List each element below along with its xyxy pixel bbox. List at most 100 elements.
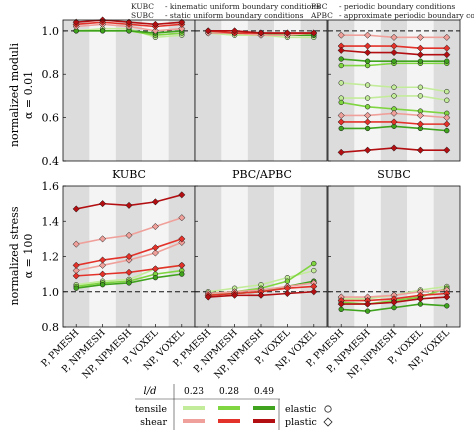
legend-top-desc-2: - static uniform boundary conditions bbox=[165, 11, 304, 20]
legend-ld-header: l/d bbox=[144, 386, 157, 397]
category-band bbox=[63, 20, 90, 161]
category-band bbox=[221, 20, 248, 161]
legend-top-abbr-1: KUBC bbox=[131, 2, 154, 11]
data-point-plastic bbox=[178, 191, 186, 199]
diamond-icon bbox=[323, 417, 333, 427]
data-point-plastic bbox=[416, 120, 424, 128]
data-point-elastic bbox=[391, 58, 397, 64]
data-point-plastic bbox=[99, 261, 107, 269]
data-point-plastic bbox=[72, 205, 80, 213]
top-ylabel-alpha: α = 0.01 bbox=[22, 71, 35, 119]
data-point-plastic bbox=[337, 300, 345, 308]
category-band bbox=[247, 20, 275, 161]
data-point-plastic bbox=[283, 29, 291, 37]
category-band bbox=[274, 186, 301, 327]
data-point-elastic bbox=[391, 304, 397, 311]
legend-swatch-tensile-2 bbox=[218, 406, 240, 410]
data-point-plastic bbox=[151, 265, 159, 273]
data-point-elastic bbox=[364, 82, 371, 88]
legend-top-abbr-4: APBC bbox=[310, 11, 333, 20]
legend-swatch-tensile-1 bbox=[183, 406, 205, 410]
data-point-plastic bbox=[151, 222, 159, 231]
y-tick-label: 0.8 bbox=[42, 68, 60, 81]
data-point-plastic bbox=[72, 18, 80, 26]
data-point-elastic bbox=[417, 93, 424, 99]
data-point-plastic bbox=[416, 33, 424, 41]
data-point-elastic bbox=[338, 80, 344, 86]
data-point-plastic bbox=[364, 31, 372, 39]
data-point-elastic bbox=[179, 271, 185, 277]
data-point-plastic bbox=[443, 146, 451, 154]
legend-swatch-tensile-3 bbox=[253, 406, 275, 410]
data-point-plastic bbox=[443, 293, 451, 301]
data-point-plastic bbox=[72, 261, 80, 269]
data-point-elastic bbox=[444, 97, 450, 103]
data-point-plastic bbox=[337, 148, 345, 156]
category-band bbox=[407, 20, 434, 161]
data-point-plastic bbox=[151, 27, 159, 35]
data-point-plastic bbox=[151, 249, 159, 257]
data-point-elastic bbox=[444, 58, 450, 64]
data-point-plastic bbox=[125, 18, 133, 26]
legend-swatch-shear-2 bbox=[218, 419, 240, 423]
category-band bbox=[380, 20, 408, 161]
data-point-plastic bbox=[204, 293, 212, 301]
data-point-elastic bbox=[338, 306, 344, 313]
legend-marker-elastic-label: elastic bbox=[285, 404, 316, 415]
data-point-plastic bbox=[99, 256, 107, 264]
data-point-plastic bbox=[178, 261, 186, 269]
panel-frame bbox=[194, 19, 328, 162]
data-point-plastic bbox=[231, 27, 239, 35]
panel-label-pbc: PBC/APBC bbox=[232, 168, 292, 181]
data-point-elastic bbox=[338, 99, 344, 106]
y-tick-label: 1.4 bbox=[42, 215, 60, 228]
data-point-plastic bbox=[178, 25, 186, 33]
data-point-plastic bbox=[231, 291, 239, 299]
panel-frame bbox=[327, 19, 461, 162]
category-band bbox=[195, 186, 222, 327]
category-band bbox=[142, 20, 169, 161]
data-point-plastic bbox=[99, 270, 107, 278]
legend-top-desc-4: - approximate periodic boundary conditio… bbox=[339, 11, 474, 20]
data-point-plastic bbox=[416, 111, 424, 119]
data-point-elastic bbox=[444, 88, 450, 95]
data-point-elastic bbox=[417, 301, 424, 307]
data-point-plastic bbox=[390, 48, 398, 57]
data-point-plastic bbox=[151, 198, 159, 206]
legend-row-shear: shear bbox=[140, 417, 167, 428]
data-point-elastic bbox=[99, 282, 106, 288]
data-point-elastic bbox=[152, 275, 159, 281]
panel-label-kubc: KUBC bbox=[112, 168, 146, 181]
data-point-plastic bbox=[443, 120, 451, 128]
data-point-plastic bbox=[443, 33, 451, 41]
data-point-elastic bbox=[311, 260, 317, 267]
data-point-elastic bbox=[364, 308, 371, 314]
data-point-elastic bbox=[364, 125, 371, 132]
data-point-plastic bbox=[364, 48, 372, 57]
legend-row-tensile: tensile bbox=[135, 404, 168, 415]
data-point-elastic bbox=[338, 125, 344, 132]
data-point-elastic bbox=[311, 267, 317, 274]
legend-top-desc-1: - kinematic uniform boundary conditions bbox=[165, 2, 320, 11]
data-point-plastic bbox=[257, 29, 265, 37]
category-band bbox=[247, 186, 275, 327]
data-point-plastic bbox=[151, 20, 159, 28]
y-tick-label: 1.0 bbox=[42, 25, 60, 38]
data-point-elastic bbox=[364, 62, 371, 69]
data-point-plastic bbox=[72, 272, 80, 280]
circle-icon bbox=[324, 405, 332, 413]
data-point-plastic bbox=[337, 31, 345, 39]
legend-bottom: l/d 0.23 0.28 0.49 tensile shear elastic… bbox=[135, 384, 333, 430]
legend-swatch-shear-1 bbox=[183, 419, 205, 423]
y-tick-label: 0.4 bbox=[42, 155, 60, 168]
data-point-plastic bbox=[390, 109, 398, 117]
y-tick-label: 0.6 bbox=[42, 112, 60, 125]
legend-top: KUBC - kinematic uniform boundary condit… bbox=[131, 2, 474, 20]
data-point-elastic bbox=[126, 280, 132, 286]
data-point-plastic bbox=[72, 240, 80, 248]
data-point-plastic bbox=[125, 201, 133, 209]
data-point-plastic bbox=[178, 18, 186, 26]
